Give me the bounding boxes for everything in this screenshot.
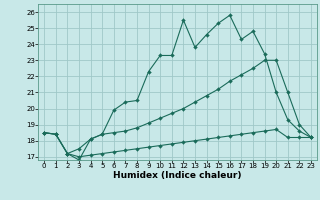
X-axis label: Humidex (Indice chaleur): Humidex (Indice chaleur) [113,171,242,180]
